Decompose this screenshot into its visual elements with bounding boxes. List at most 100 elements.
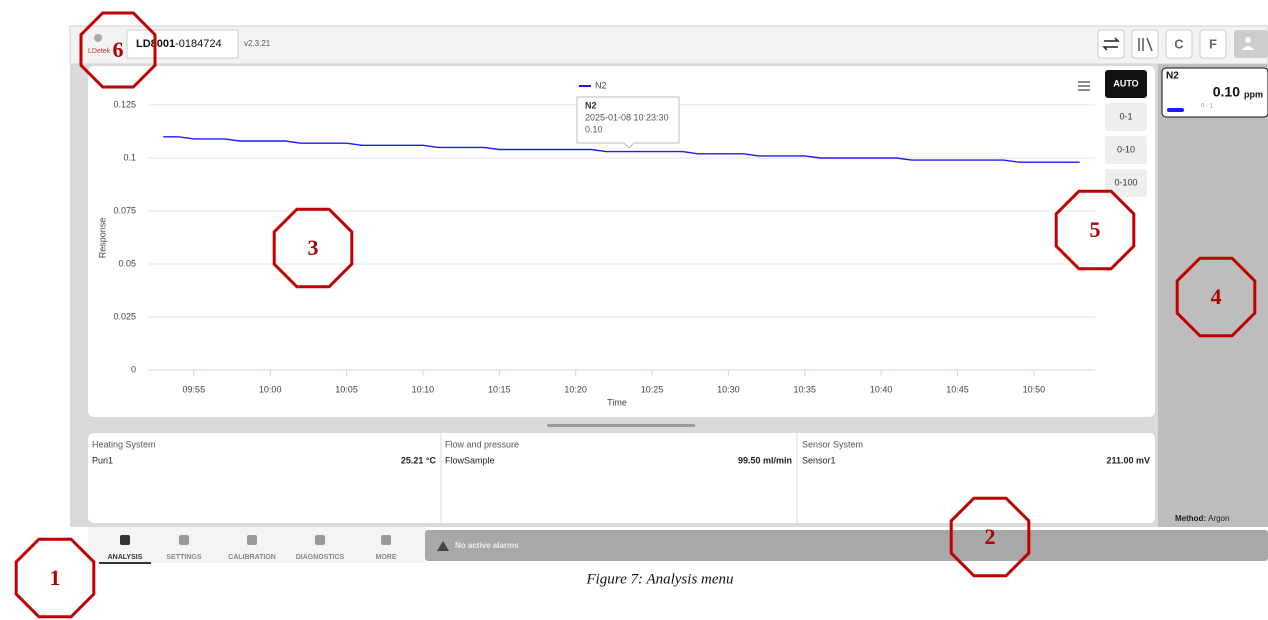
panel-value: 99.50 ml/min xyxy=(738,455,792,465)
version: v2.3.21 xyxy=(244,39,271,48)
annotation-marker xyxy=(949,496,1031,578)
c-button-label: C xyxy=(1174,36,1184,51)
annotation-marker xyxy=(272,207,354,289)
range-button[interactable] xyxy=(1105,136,1147,164)
user-button[interactable] xyxy=(1234,30,1268,58)
range-button[interactable] xyxy=(1105,103,1147,131)
library-button[interactable] xyxy=(1131,29,1159,59)
panel-item: Sensor1 xyxy=(802,455,836,465)
x-tick-label: 10:30 xyxy=(717,384,740,394)
x-tick-label: 10:20 xyxy=(564,384,587,394)
status-panel xyxy=(88,433,1155,523)
range-button-label: 0-1 xyxy=(1119,111,1132,121)
logo: LDetek xyxy=(88,48,111,55)
panel-value: 211.00 mV xyxy=(1106,455,1150,465)
x-tick-label: 10:25 xyxy=(641,384,664,394)
method-value: Argon xyxy=(1208,514,1229,523)
annotation-number: 6 xyxy=(113,37,124,62)
x-axis-label: Time xyxy=(607,397,627,407)
nav-icon[interactable] xyxy=(120,535,130,545)
panel-title: Heating System xyxy=(92,439,156,449)
nav-icon[interactable] xyxy=(381,535,391,545)
method-label: Method: xyxy=(1175,514,1206,523)
annotation-number: 1 xyxy=(50,565,61,590)
f-button[interactable] xyxy=(1199,29,1227,59)
range-buttons: AUTO 0-1 0-10 0-100 xyxy=(1105,70,1147,197)
annotation-marker xyxy=(1175,256,1257,338)
x-tick-label: 10:45 xyxy=(946,384,969,394)
nav-icon[interactable] xyxy=(179,535,189,545)
y-tick-label: 0.125 xyxy=(113,99,136,109)
tooltip-time: 2025-01-08 10:23:30 xyxy=(585,112,669,122)
swap-icon xyxy=(1102,37,1120,51)
chart: 0 0.025 0.05 0.075 0.1 0.125 09:55 10:00 10:05 10… xyxy=(97,80,1095,407)
menu-icon[interactable] xyxy=(1078,81,1090,91)
y-tick-label: 0 xyxy=(131,364,136,374)
panel-title: Sensor System xyxy=(802,439,863,449)
series-line xyxy=(163,136,1080,163)
reading-range: 0 - 1 xyxy=(1201,104,1214,110)
library-icon xyxy=(1138,37,1153,52)
splitter[interactable] xyxy=(547,424,695,427)
caption: Figure 7: Analysis menu xyxy=(585,571,733,587)
chart-panel xyxy=(88,66,1155,417)
annotation-number: 3 xyxy=(308,235,319,260)
y-tick-label: 0.1 xyxy=(123,152,136,162)
alarm-bar[interactable] xyxy=(425,530,1268,561)
swap-button[interactable] xyxy=(1097,29,1125,59)
range-button[interactable] xyxy=(1105,70,1147,98)
tooltip-box xyxy=(576,96,680,149)
logo-icon xyxy=(94,34,102,42)
range-button-label: 0-100 xyxy=(1114,177,1137,187)
nav-label: MORE xyxy=(376,554,397,561)
f-button-label: F xyxy=(1209,36,1217,51)
nav-label: ANALYSIS xyxy=(108,554,143,561)
reading-unit: ppm xyxy=(1244,89,1263,99)
panel-item: Puri1 xyxy=(92,455,113,465)
range-button-label: 0-10 xyxy=(1117,144,1135,154)
y-axis-label: Response xyxy=(97,218,107,259)
top-bar xyxy=(69,25,1268,65)
alarm-icon xyxy=(437,541,449,551)
annotation-number: 5 xyxy=(1090,217,1101,242)
device-serial: -0184724 xyxy=(175,38,222,50)
user-icon xyxy=(1245,37,1251,43)
panel-value: 25.21 °C xyxy=(401,455,437,465)
status-groups: Heating System Puri1 25.21 °C Flow and pres… xyxy=(92,439,1150,465)
panel-item: FlowSample xyxy=(445,455,495,465)
method: Method: Argon xyxy=(1175,514,1229,523)
nav-label: SETTINGS xyxy=(166,554,201,561)
annotation-marker xyxy=(14,537,96,619)
nav-icon[interactable] xyxy=(247,535,257,545)
annotation-marker xyxy=(1054,189,1136,271)
reading-card[interactable] xyxy=(1161,67,1268,118)
x-tick-label: 10:10 xyxy=(412,384,435,394)
annotations: 1 2 3 4 5 6 xyxy=(14,11,1257,619)
c-button[interactable] xyxy=(1165,29,1193,59)
annotation-marker xyxy=(79,11,157,89)
x-tick-label: 10:15 xyxy=(488,384,511,394)
annotation-number: 4 xyxy=(1211,284,1222,309)
annotation-number: 2 xyxy=(985,524,996,549)
nav-label: DIAGNOSTICS xyxy=(296,554,345,561)
device-id: LD8001-0184724 xyxy=(136,38,222,50)
y-tick-label: 0.075 xyxy=(113,205,136,215)
x-tick-label: 10:05 xyxy=(335,384,358,394)
reading-value: 0.10 xyxy=(1213,84,1240,100)
x-tick-label: 10:40 xyxy=(870,384,893,394)
y-tick-label: 0.05 xyxy=(118,258,136,268)
menu-icon-lines xyxy=(1078,81,1090,91)
y-tick-label: 0.025 xyxy=(113,311,136,321)
x-tick-label: 10:50 xyxy=(1023,384,1046,394)
reading-indicator xyxy=(1167,108,1184,112)
nav: ANALYSIS SETTINGS CALIBRATION DIAGNOSTICS MO… xyxy=(99,535,397,564)
reading-gas: N2 xyxy=(1166,71,1179,82)
alarm-text: No active alarms xyxy=(455,541,519,550)
device-box[interactable] xyxy=(126,29,239,59)
range-button[interactable] xyxy=(1105,169,1147,197)
user-icon-body xyxy=(1242,46,1254,50)
nav-icon[interactable] xyxy=(315,535,325,545)
tooltip-name: N2 xyxy=(585,100,597,110)
